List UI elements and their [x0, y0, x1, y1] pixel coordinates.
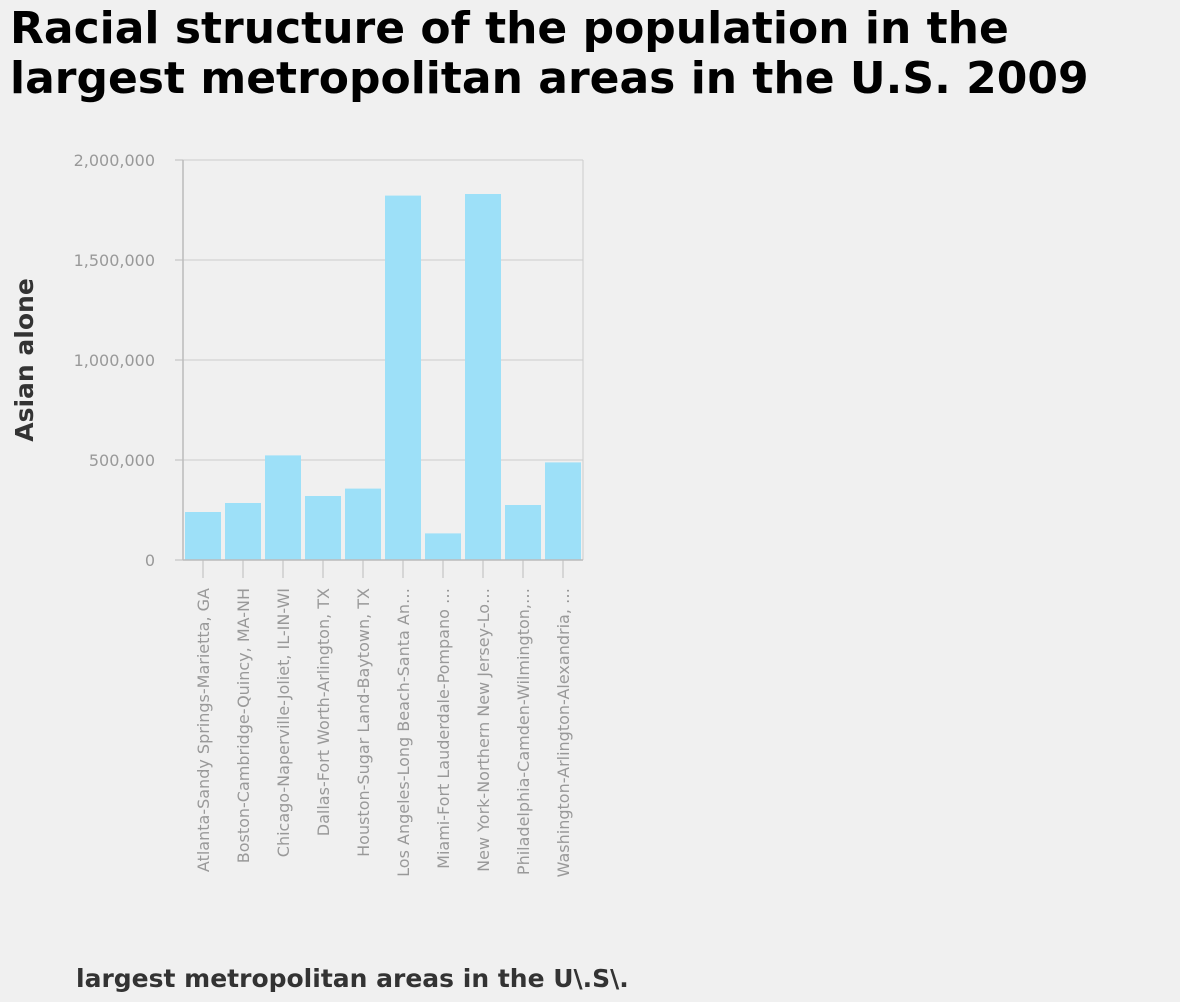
- y-tick-label: 1,500,000: [74, 251, 155, 270]
- bar: [505, 505, 541, 560]
- bar: [345, 488, 381, 560]
- grid-lines: [183, 159, 584, 560]
- bars: [185, 194, 581, 560]
- x-tick-label: Washington-Arlington-Alexandria, …: [554, 588, 573, 877]
- bar: [385, 195, 421, 560]
- chart-title: Racial structure of the population in th…: [10, 3, 1089, 104]
- y-tick-label: 0: [145, 551, 155, 570]
- x-tick-label: Philadelphia-Camden-Wilmington,…: [514, 588, 533, 875]
- bar: [545, 462, 581, 560]
- bar: [225, 503, 261, 560]
- bar: [465, 194, 501, 560]
- y-axis-label: Asian alone: [10, 278, 39, 442]
- bar: [265, 455, 301, 560]
- x-tick-label: Miami-Fort Lauderdale-Pompano …: [434, 588, 453, 869]
- x-tick-label: Boston-Cambridge-Quincy, MA-NH: [234, 588, 253, 863]
- x-axis-label: largest metropolitan areas in the U\.S\.: [76, 964, 629, 993]
- x-tick-label: Los Angeles-Long Beach-Santa An…: [394, 588, 413, 877]
- bar: [425, 533, 461, 560]
- bar: [185, 512, 221, 560]
- x-tick-label: Dallas-Fort Worth-Arlington, TX: [314, 588, 333, 836]
- x-tick-label: Chicago-Naperville-Joliet, IL-IN-WI: [274, 588, 293, 857]
- x-tick-label: Houston-Sugar Land-Baytown, TX: [354, 588, 373, 857]
- axes: [175, 159, 583, 578]
- x-tick-label: Atlanta-Sandy Springs-Marietta, GA: [194, 588, 213, 872]
- y-tick-label: 1,000,000: [74, 351, 155, 370]
- bar: [305, 496, 341, 560]
- x-tick-label: New York-Northern New Jersey-Lo…: [474, 588, 493, 872]
- y-tick-labels: 0 500,000 1,000,000 1,500,000 2,000,000: [74, 151, 155, 570]
- x-tick-labels: Atlanta-Sandy Springs-Marietta, GA Boston…: [194, 588, 573, 877]
- y-tick-label: 2,000,000: [74, 151, 155, 170]
- y-tick-label: 500,000: [89, 451, 155, 470]
